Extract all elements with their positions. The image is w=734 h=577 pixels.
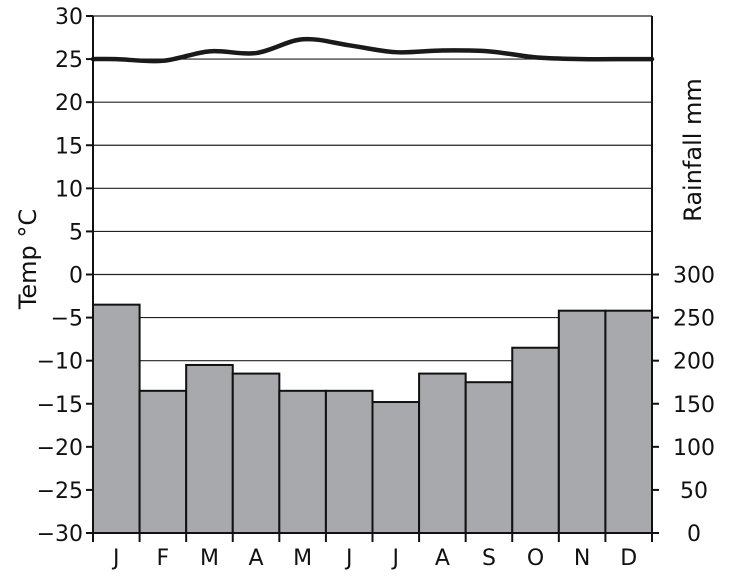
right-axis-title: Rainfall mm: [679, 78, 707, 222]
right-tick-label: 150: [673, 393, 715, 418]
month-label: F: [157, 546, 170, 571]
left-tick-label: 15: [55, 134, 83, 159]
rainfall-bar: [418, 372, 467, 535]
right-tick-label: 200: [673, 350, 715, 375]
month-label: D: [620, 546, 637, 571]
rainfall-bar: [511, 346, 560, 534]
month-label: A: [435, 546, 450, 571]
rainfall-bars: [92, 303, 654, 535]
month-label: J: [391, 546, 400, 571]
right-tick-label: 250: [673, 307, 715, 332]
tick-labels: 302520151050−5−10−15−20−25−3030025020015…: [37, 5, 715, 571]
temperature-line: [90, 36, 655, 64]
month-label: O: [527, 546, 544, 571]
right-tick-label: 300: [673, 264, 715, 289]
left-axis-title: Temp °C: [14, 209, 42, 310]
temperature-line-group: [90, 36, 655, 64]
left-tick-label: −10: [37, 350, 83, 375]
rainfall-bar: [185, 363, 234, 534]
month-label: A: [249, 546, 264, 571]
month-label: J: [111, 546, 120, 571]
month-label: N: [574, 546, 590, 571]
rainfall-bar: [464, 381, 514, 535]
left-tick-label: −5: [51, 307, 83, 332]
left-tick-label: 20: [55, 91, 83, 116]
rainfall-bar: [371, 401, 421, 534]
rainfall-bar: [278, 389, 327, 535]
right-tick-label: 0: [687, 522, 701, 547]
month-label: M: [293, 546, 312, 571]
month-label: J: [344, 546, 353, 571]
left-tick-label: 10: [55, 177, 83, 202]
left-tick-label: 5: [69, 220, 83, 245]
left-tick-label: −30: [37, 522, 83, 547]
rainfall-bar: [557, 309, 607, 534]
month-label: M: [200, 546, 219, 571]
left-tick-label: −15: [37, 393, 83, 418]
rainfall-bar: [231, 372, 281, 535]
left-tick-label: 25: [55, 48, 83, 73]
left-tick-label: −25: [37, 479, 83, 504]
rainfall-bar: [324, 389, 374, 535]
rainfall-bar: [92, 303, 141, 534]
left-tick-label: −20: [37, 436, 83, 461]
right-tick-label: 100: [673, 436, 715, 461]
right-tick-label: 50: [680, 479, 708, 504]
left-tick-label: 30: [55, 5, 83, 30]
month-label: S: [482, 546, 496, 571]
axes: [86, 15, 659, 542]
rainfall-bar: [138, 389, 188, 535]
rainfall-bar: [604, 309, 654, 534]
left-tick-label: 0: [69, 264, 83, 289]
